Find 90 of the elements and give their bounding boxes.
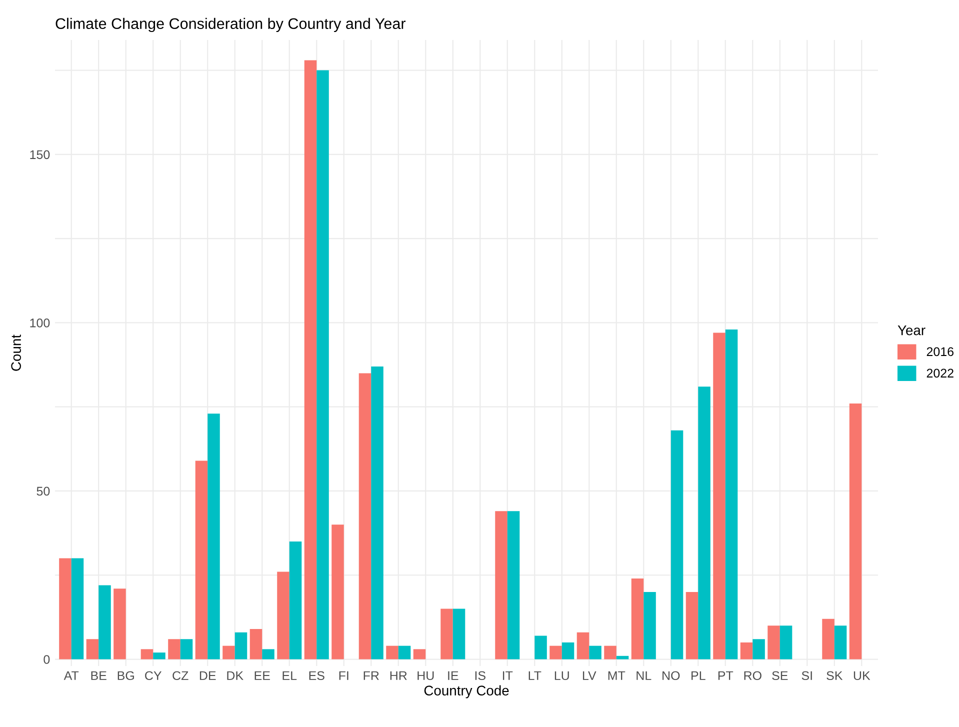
bar xyxy=(262,649,274,660)
bar xyxy=(631,578,644,660)
bar xyxy=(440,608,453,660)
bar xyxy=(562,642,574,660)
bar xyxy=(686,592,698,660)
bar xyxy=(452,608,466,660)
x-tick-label: BE xyxy=(91,671,106,680)
bar xyxy=(550,646,562,660)
bar xyxy=(234,632,248,660)
bar xyxy=(168,639,180,660)
x-tick-label: IE xyxy=(448,671,458,680)
x-tick-label: IS xyxy=(475,671,486,680)
x-tick-label: CZ xyxy=(172,671,188,680)
bar xyxy=(616,656,629,660)
x-tick-label: LU xyxy=(554,671,569,680)
bar xyxy=(316,70,329,660)
bar xyxy=(208,414,220,660)
bar xyxy=(114,588,126,660)
x-tick-label: NL xyxy=(636,671,652,680)
bar xyxy=(180,639,193,660)
bar xyxy=(332,524,344,660)
x-tick-label: FI xyxy=(339,671,348,680)
x-tick-label: LT xyxy=(528,671,542,680)
x-tick-label: SE xyxy=(772,671,788,680)
y-axis-title: Count xyxy=(11,334,21,371)
bar xyxy=(604,646,616,660)
x-tick-label: MT xyxy=(608,671,626,680)
bar xyxy=(644,592,656,660)
bar xyxy=(153,652,166,660)
x-tick-label: SK xyxy=(826,671,843,680)
x-tick-label: LV xyxy=(582,671,596,680)
bar xyxy=(289,541,302,660)
x-tick-label: SI xyxy=(802,671,812,680)
y-tick-label: 100 xyxy=(30,318,50,328)
bar xyxy=(752,639,765,660)
x-tick-label: PL xyxy=(692,671,706,680)
bar xyxy=(59,558,72,660)
bar xyxy=(86,639,99,660)
y-tick-label: 0 xyxy=(44,655,50,664)
x-tick-label: ES xyxy=(309,671,324,680)
bar xyxy=(495,511,508,660)
chart-title: Climate Change Consideration by Country and Year xyxy=(56,18,406,32)
bar xyxy=(589,646,602,660)
bar xyxy=(740,642,753,660)
legend-label: 2016 xyxy=(926,347,954,356)
bar xyxy=(534,636,547,660)
x-tick-label: HR xyxy=(390,671,407,680)
bar xyxy=(698,386,710,660)
bar xyxy=(98,585,111,660)
bar xyxy=(768,626,780,660)
x-axis-title: Country Code xyxy=(424,685,509,698)
x-tick-label: HU xyxy=(418,671,434,680)
legend-label: 2022 xyxy=(926,368,954,378)
y-tick-label: 50 xyxy=(36,486,50,496)
x-tick-label: BG xyxy=(118,671,134,680)
bar xyxy=(386,646,398,660)
bar xyxy=(725,329,738,660)
x-tick-label: IT xyxy=(502,671,513,680)
bar xyxy=(822,618,834,660)
bar xyxy=(713,332,726,660)
bar xyxy=(849,403,862,660)
bar xyxy=(358,373,372,660)
x-tick-label: DE xyxy=(200,671,216,680)
x-tick-label: RO xyxy=(744,671,762,680)
x-tick-label: FR xyxy=(364,671,379,680)
x-tick-label: PT xyxy=(718,671,734,680)
bar xyxy=(576,632,590,660)
bar xyxy=(71,558,84,660)
bar xyxy=(780,626,792,660)
legend-title: Year xyxy=(898,326,926,336)
x-tick-label: AT xyxy=(64,671,79,680)
bar xyxy=(222,646,235,660)
x-tick-label: EL xyxy=(282,671,297,680)
bar xyxy=(834,626,847,660)
bar xyxy=(398,646,411,660)
x-tick-label: DK xyxy=(227,671,244,680)
bar xyxy=(304,60,317,660)
y-tick-label: 150 xyxy=(30,150,50,160)
x-tick-label: NO xyxy=(662,671,680,680)
x-tick-label: EE xyxy=(254,671,270,680)
bar xyxy=(195,460,208,660)
bar xyxy=(250,628,262,660)
bar xyxy=(277,572,290,660)
bar xyxy=(371,366,384,660)
x-tick-label: CY xyxy=(145,671,162,680)
bar xyxy=(670,430,684,660)
bar xyxy=(507,511,520,660)
bar xyxy=(413,649,426,660)
bar xyxy=(140,649,154,660)
x-tick-label: UK xyxy=(854,671,870,680)
